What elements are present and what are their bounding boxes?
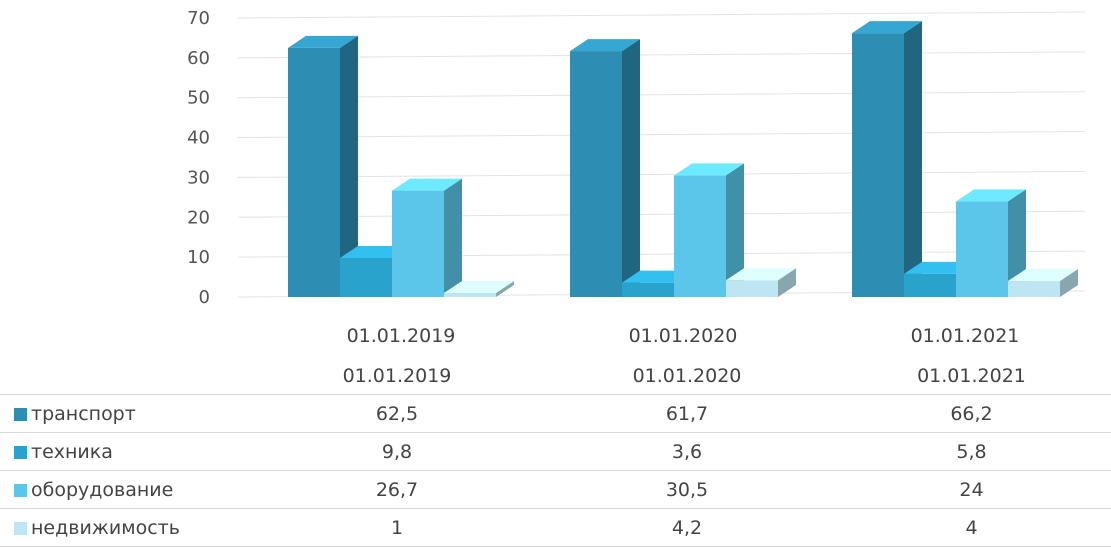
bar-side xyxy=(904,21,922,297)
gridline xyxy=(237,170,1086,178)
bar-top xyxy=(1008,269,1078,282)
data-table-row: оборудование 26,7 30,5 24 xyxy=(0,470,1111,509)
bar xyxy=(392,190,444,297)
data-cell: 26,7 xyxy=(252,470,542,509)
series-name: оборудование xyxy=(31,478,174,501)
data-cell: 61,7 xyxy=(542,394,832,433)
data-cell: 66,2 xyxy=(832,394,1111,433)
data-cell: 3,6 xyxy=(542,432,832,471)
y-tick-label: 30 xyxy=(187,167,210,188)
data-table-header-row: 01.01.2019 01.01.2020 01.01.2021 xyxy=(0,358,1111,395)
gridline xyxy=(237,210,1086,218)
data-cell: 4 xyxy=(832,508,1111,547)
bar-side xyxy=(1008,189,1026,297)
gridline xyxy=(237,131,1086,139)
data-cell: 62,5 xyxy=(252,394,542,433)
legend-key-equipment xyxy=(14,483,27,497)
bar-side xyxy=(340,35,358,298)
bar-top xyxy=(674,163,744,176)
series-name: транспорт xyxy=(31,402,136,425)
bar xyxy=(570,51,622,298)
data-table: 01.01.2019 01.01.2020 01.01.2021 транспо… xyxy=(0,358,1111,547)
bar xyxy=(444,293,496,297)
data-cell: 9,8 xyxy=(252,432,542,471)
data-cell: 30,5 xyxy=(542,470,832,509)
bar xyxy=(340,257,392,297)
series-label: техника xyxy=(0,432,252,471)
data-table-header-cell: 01.01.2020 xyxy=(542,358,832,395)
bar-top xyxy=(288,35,358,48)
bar-side xyxy=(622,39,640,298)
gridline xyxy=(237,11,1086,19)
gridline xyxy=(237,91,1086,99)
x-tick-label: 01.01.2019 xyxy=(347,325,456,347)
data-table-header-cell: 01.01.2021 xyxy=(832,358,1111,395)
bar-side xyxy=(444,178,462,297)
bar xyxy=(674,175,726,297)
bar-top xyxy=(392,178,462,191)
x-tick-label: 01.01.2020 xyxy=(629,325,738,347)
bar-top xyxy=(956,189,1026,202)
data-table-header-cell: 01.01.2019 xyxy=(252,358,542,395)
data-table-row: недвижимость 1 4,2 4 xyxy=(0,508,1111,547)
y-tick-label: 0 xyxy=(199,287,210,308)
data-table-row: транспорт 62,5 61,7 66,2 xyxy=(0,394,1111,433)
series-label: недвижимость xyxy=(0,508,252,547)
bar xyxy=(904,273,956,297)
data-cell: 4,2 xyxy=(542,508,832,547)
bar-top xyxy=(726,268,796,281)
bar xyxy=(1008,281,1060,297)
data-table-row: техника 9,8 3,6 5,8 xyxy=(0,432,1111,471)
bar-side xyxy=(1060,269,1078,297)
bar-side xyxy=(726,163,744,297)
bar xyxy=(622,282,674,297)
legend-key-transport xyxy=(14,407,27,421)
bar xyxy=(852,33,904,297)
bar-chart: 0 10 20 30 40 50 60 70 01.01.2019 01.01.2020 01.01… xyxy=(187,8,1086,347)
bar-top xyxy=(852,21,922,34)
y-tick-label: 50 xyxy=(187,88,210,109)
bar-top xyxy=(444,281,514,294)
bar xyxy=(726,280,778,297)
bar xyxy=(288,47,340,298)
data-cell: 24 xyxy=(832,470,1111,509)
y-tick-label: 60 xyxy=(187,48,210,69)
legend-key-technika xyxy=(14,445,27,459)
y-tick-label: 70 xyxy=(187,8,210,29)
bar-side xyxy=(778,268,796,297)
series-label: транспорт xyxy=(0,394,252,433)
bar-top xyxy=(570,39,640,52)
y-tick-label: 20 xyxy=(187,207,210,228)
series-name: техника xyxy=(31,440,113,463)
data-cell: 1 xyxy=(252,508,542,547)
gridline xyxy=(237,51,1086,59)
x-tick-label: 01.01.2021 xyxy=(911,325,1020,347)
bar-side xyxy=(496,281,514,297)
y-tick-label: 40 xyxy=(187,128,210,149)
data-cell: 5,8 xyxy=(832,432,1111,471)
series-name: недвижимость xyxy=(31,516,180,539)
series-label: оборудование xyxy=(0,470,252,509)
bar xyxy=(956,201,1008,297)
y-tick-label: 10 xyxy=(187,247,210,268)
legend-key-realty xyxy=(14,521,27,535)
